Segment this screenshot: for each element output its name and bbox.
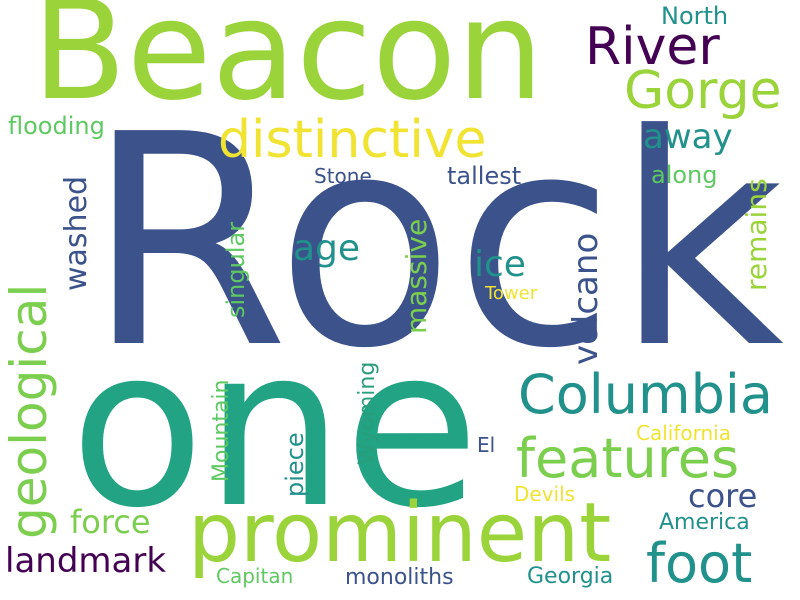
word-landmark: landmark — [5, 541, 167, 581]
word-age: age — [293, 228, 361, 269]
word-massive: massive — [400, 218, 433, 334]
word-flooding: flooding — [8, 112, 105, 140]
word-river: River — [585, 17, 720, 77]
word-distinctive: distinctive — [218, 110, 487, 170]
word-prominent: prominent — [188, 486, 612, 581]
word-force: force — [70, 503, 151, 541]
word-columbia: Columbia — [518, 363, 773, 426]
word-ice: ice — [474, 244, 526, 285]
word-remains: remains — [740, 178, 773, 291]
word-features: features — [516, 427, 740, 490]
word-tallest: tallest — [447, 162, 522, 190]
word-north: North — [661, 2, 729, 30]
word-america: America — [659, 510, 750, 535]
word-capitan: Capitan — [216, 564, 294, 588]
word-stone: Stone — [314, 164, 372, 188]
word-mountain: Mountain — [209, 379, 234, 483]
word-washed: washed — [59, 175, 94, 291]
word-el: El — [477, 433, 496, 457]
word-along: along — [651, 161, 718, 189]
word-devils: Devils — [514, 482, 576, 506]
word-geological: geological — [0, 283, 58, 539]
word-core: core — [688, 477, 758, 515]
word-singular: singular — [222, 221, 250, 318]
word-volcano: volcano — [566, 232, 606, 365]
word-california: California — [636, 421, 731, 445]
word-georgia: Georgia — [527, 564, 614, 589]
word-foot: foot — [646, 532, 753, 595]
word-beacon: Beacon — [32, 0, 544, 131]
word-gorge: Gorge — [624, 61, 782, 121]
word-tower: Tower — [485, 283, 538, 304]
word-one: one — [70, 300, 480, 556]
word-away: away — [643, 117, 733, 157]
word-wyoming: Wyoming — [355, 361, 380, 465]
word-monoliths: monoliths — [345, 565, 454, 590]
word-piece: piece — [281, 432, 309, 497]
word-rock: Rock — [86, 72, 785, 412]
